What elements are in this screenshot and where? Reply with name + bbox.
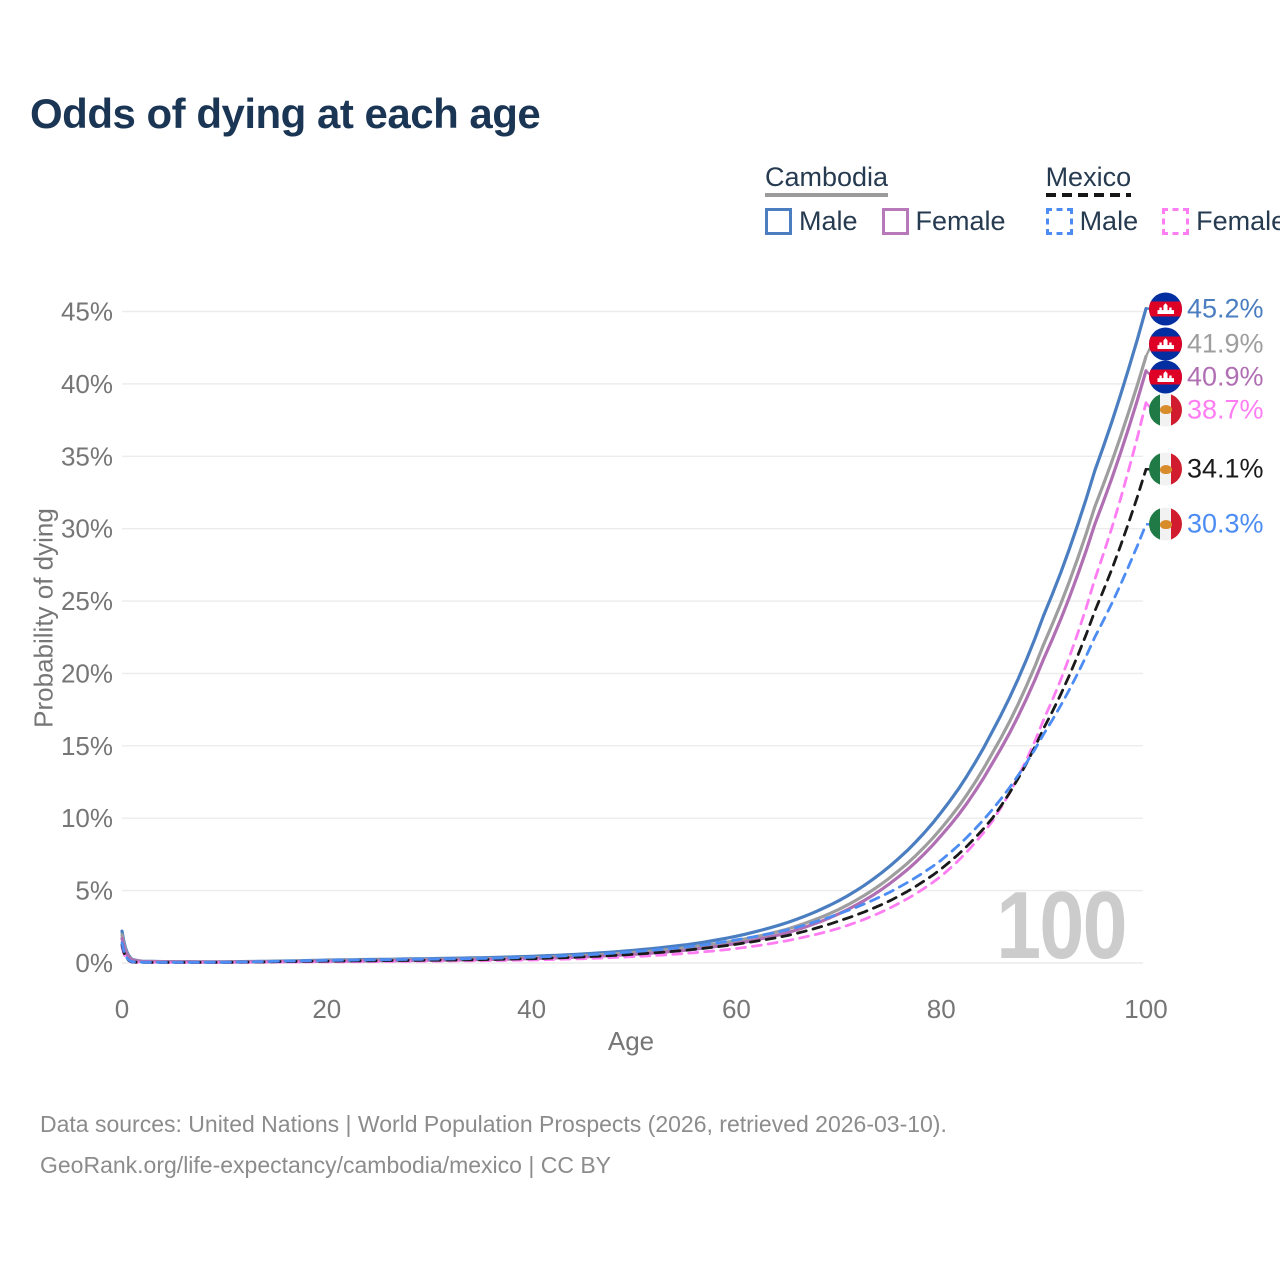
legend-item-mexico-male[interactable]: Male bbox=[1045, 206, 1139, 237]
y-tick-20%: 20% bbox=[61, 658, 113, 688]
y-tick-30%: 30% bbox=[61, 514, 113, 544]
legend-group-cambodia: Cambodia Male Female bbox=[765, 162, 1006, 237]
y-tick-15%: 15% bbox=[61, 731, 113, 761]
mexico-female-swatch-icon bbox=[1162, 208, 1190, 235]
series-line-mexico-all[interactable] bbox=[120, 467, 1148, 964]
end-label-mexico-female: 38.7% bbox=[1149, 393, 1264, 427]
data-sources: Data sources: United Nations | World Pop… bbox=[40, 1104, 947, 1186]
end-label-mexico-male: 30.3% bbox=[1149, 507, 1264, 541]
cambodia-flag-icon bbox=[1149, 327, 1182, 361]
series-line-mexico-male[interactable] bbox=[120, 522, 1148, 964]
legend-items-cambodia: Male Female bbox=[765, 206, 1006, 237]
series-line-cambodia-male[interactable] bbox=[120, 307, 1148, 964]
data-sources-line2: GeoRank.org/life-expectancy/cambodia/mex… bbox=[40, 1152, 612, 1178]
x-tick-80: 80 bbox=[927, 994, 956, 1024]
legend-item-mexico-female[interactable]: Female bbox=[1162, 206, 1280, 237]
x-axis-title: Age bbox=[607, 1026, 655, 1056]
legend-header-cambodia[interactable]: Cambodia bbox=[765, 162, 889, 197]
y-tick-10%: 10% bbox=[61, 803, 113, 833]
x-tick-100: 100 bbox=[1124, 994, 1167, 1024]
legend-item-cambodia-female[interactable]: Female bbox=[881, 206, 1006, 237]
mexico-dashed-line-swatch bbox=[1045, 193, 1132, 197]
end-label-value: 34.1% bbox=[1187, 453, 1264, 484]
legend-items-mexico: Male Female bbox=[1045, 206, 1280, 237]
end-label-value: 38.7% bbox=[1187, 394, 1264, 425]
end-label-value: 41.9% bbox=[1187, 328, 1264, 359]
end-label-cambodia-male: 45.2% bbox=[1149, 292, 1264, 326]
x-tick-40: 40 bbox=[517, 994, 546, 1024]
series-line-cambodia-female[interactable] bbox=[120, 369, 1148, 964]
end-label-value: 30.3% bbox=[1187, 508, 1264, 539]
mexico-flag-icon bbox=[1149, 393, 1182, 427]
cambodia-female-swatch-icon bbox=[881, 208, 909, 235]
x-tick-20: 20 bbox=[312, 994, 341, 1024]
series-line-mexico-female[interactable] bbox=[120, 401, 1148, 964]
y-tick-40%: 40% bbox=[61, 369, 113, 399]
mexico-male-swatch-icon bbox=[1045, 208, 1073, 235]
cambodia-flag-icon bbox=[1149, 360, 1182, 394]
y-tick-35%: 35% bbox=[61, 441, 113, 471]
legend-item-cambodia-male[interactable]: Male bbox=[765, 206, 858, 237]
y-tick-45%: 45% bbox=[61, 296, 113, 326]
legend-header-cambodia-label: Cambodia bbox=[765, 162, 889, 192]
cambodia-solid-line-swatch bbox=[765, 193, 889, 197]
legend-item-label: Female bbox=[1196, 206, 1280, 236]
y-axis-title: Probability of dying bbox=[28, 508, 59, 728]
legend: Cambodia Male Female Mexico Mal bbox=[765, 162, 1280, 237]
legend-item-label: Male bbox=[799, 206, 858, 236]
legend-header-mexico-label: Mexico bbox=[1045, 162, 1132, 192]
mexico-flag-icon bbox=[1149, 452, 1182, 486]
end-label-value: 45.2% bbox=[1187, 293, 1264, 324]
y-tick-5%: 5% bbox=[75, 876, 113, 906]
end-label-cambodia-all: 41.9% bbox=[1149, 327, 1264, 361]
age-watermark: 100 bbox=[996, 872, 1127, 979]
series-line-cambodia-all[interactable] bbox=[120, 354, 1148, 964]
y-tick-25%: 25% bbox=[61, 586, 113, 616]
end-label-mexico-all: 34.1% bbox=[1149, 452, 1264, 486]
mexico-flag-icon bbox=[1149, 507, 1182, 541]
data-sources-line1: Data sources: United Nations | World Pop… bbox=[40, 1111, 947, 1137]
legend-item-label: Male bbox=[1079, 206, 1139, 236]
legend-group-mexico: Mexico Male Female bbox=[1045, 162, 1280, 237]
legend-header-mexico[interactable]: Mexico bbox=[1045, 162, 1132, 197]
page-title: Odds of dying at each age bbox=[30, 90, 541, 137]
legend-item-label: Female bbox=[915, 206, 1006, 236]
cambodia-male-swatch-icon bbox=[765, 208, 792, 235]
x-tick-0: 0 bbox=[115, 994, 129, 1024]
x-tick-60: 60 bbox=[722, 994, 751, 1024]
end-label-cambodia-female: 40.9% bbox=[1149, 360, 1264, 394]
y-tick-0%: 0% bbox=[75, 948, 113, 978]
cambodia-flag-icon bbox=[1149, 292, 1182, 326]
end-label-value: 40.9% bbox=[1187, 361, 1264, 392]
